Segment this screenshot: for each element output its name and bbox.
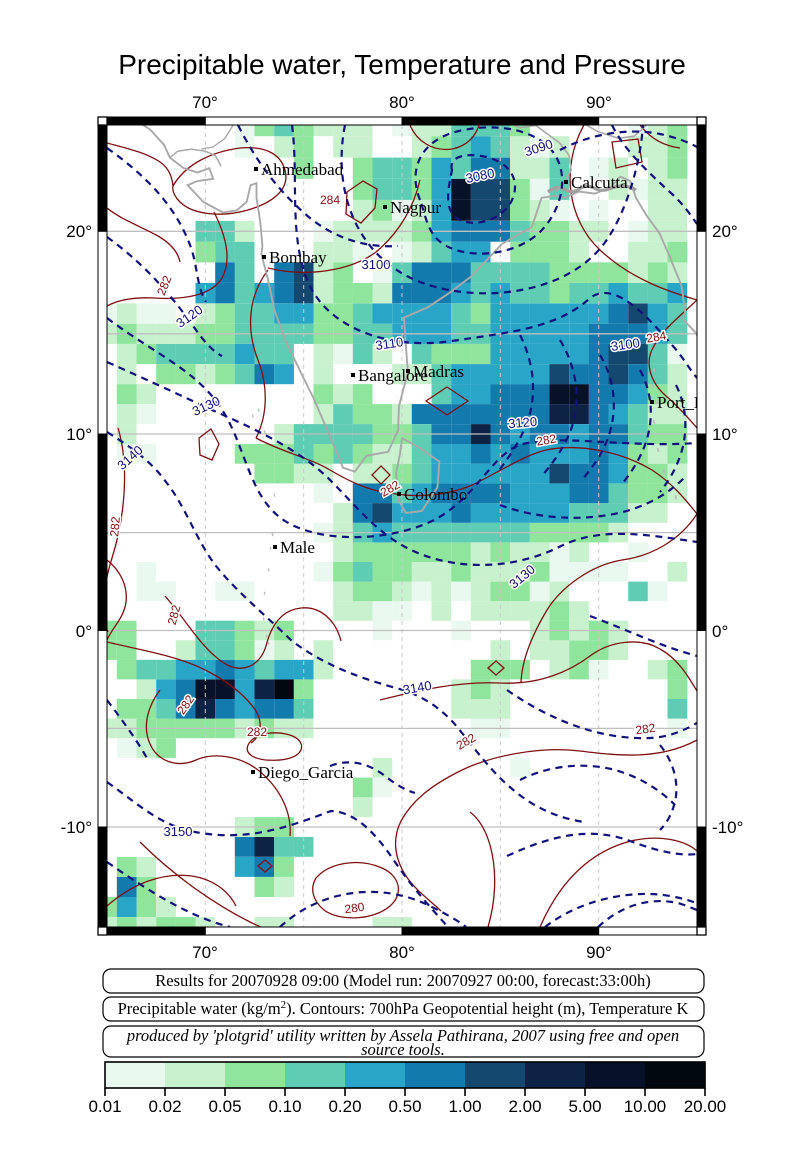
svg-text:282: 282 (247, 725, 267, 739)
svg-text:Ahmedabad: Ahmedabad (261, 160, 344, 179)
svg-text:282: 282 (635, 721, 657, 738)
svg-text:Port_Blair: Port_Blair (657, 393, 728, 412)
svg-text:10°: 10° (712, 425, 738, 444)
svg-text:0°: 0° (76, 622, 92, 641)
svg-text:-10°: -10° (712, 818, 743, 837)
svg-text:3100: 3100 (610, 335, 641, 354)
svg-text:3080: 3080 (464, 165, 495, 186)
svg-text:3100: 3100 (362, 257, 391, 272)
svg-text:Nagpur: Nagpur (390, 198, 441, 217)
svg-text:284: 284 (320, 193, 340, 207)
svg-text:2.00: 2.00 (508, 1097, 541, 1116)
svg-text:Calcutta: Calcutta (571, 173, 628, 192)
svg-text:Male: Male (280, 538, 315, 557)
svg-text:0.20: 0.20 (328, 1097, 361, 1116)
svg-text:-10°: -10° (61, 818, 92, 837)
svg-text:10°: 10° (66, 425, 92, 444)
svg-text:Bangalore: Bangalore (358, 366, 428, 385)
svg-text:source tools.: source tools. (361, 1040, 445, 1059)
svg-text:20.00: 20.00 (684, 1097, 727, 1116)
svg-text:3120: 3120 (508, 414, 538, 431)
svg-text:3110: 3110 (374, 334, 404, 353)
svg-text:0°: 0° (712, 622, 728, 641)
svg-text:90°: 90° (586, 93, 612, 112)
svg-text:20°: 20° (712, 222, 738, 241)
svg-text:produced by 'plotgrid' utility: produced by 'plotgrid' utility written b… (126, 1026, 679, 1045)
svg-text:Results for 20070928 09:00 (Mo: Results for 20070928 09:00 (Model run: 2… (155, 971, 650, 990)
svg-text:0.05: 0.05 (208, 1097, 241, 1116)
svg-text:0.10: 0.10 (268, 1097, 301, 1116)
svg-text:Precipitable water (kg/m2). C: Precipitable water (kg/m2). Contours: 70… (118, 999, 689, 1018)
svg-text:70°: 70° (192, 943, 218, 962)
svg-text:80°: 80° (389, 943, 415, 962)
svg-text:Madras: Madras (413, 362, 464, 381)
svg-text:3150: 3150 (164, 824, 193, 839)
svg-text:0.50: 0.50 (388, 1097, 421, 1116)
svg-text:Bombay: Bombay (269, 248, 327, 267)
svg-text:3140: 3140 (402, 678, 433, 698)
svg-text:80°: 80° (389, 93, 415, 112)
svg-text:284: 284 (645, 328, 667, 345)
svg-text:Precipitable water, Temperatur: Precipitable water, Temperature and Pres… (118, 49, 686, 80)
svg-text:282: 282 (107, 516, 123, 537)
svg-text:280: 280 (344, 900, 366, 917)
svg-text:282: 282 (165, 603, 184, 626)
svg-text:5.00: 5.00 (568, 1097, 601, 1116)
svg-text:0.02: 0.02 (148, 1097, 181, 1116)
svg-text:282: 282 (535, 431, 557, 448)
svg-text:20°: 20° (66, 222, 92, 241)
svg-text:Diego_Garcia: Diego_Garcia (258, 763, 354, 782)
svg-text:10.00: 10.00 (624, 1097, 667, 1116)
svg-text:70°: 70° (192, 93, 218, 112)
svg-text:1.00: 1.00 (448, 1097, 481, 1116)
svg-text:90°: 90° (586, 943, 612, 962)
svg-text:0.01: 0.01 (88, 1097, 121, 1116)
svg-text:Colombo: Colombo (404, 485, 467, 504)
